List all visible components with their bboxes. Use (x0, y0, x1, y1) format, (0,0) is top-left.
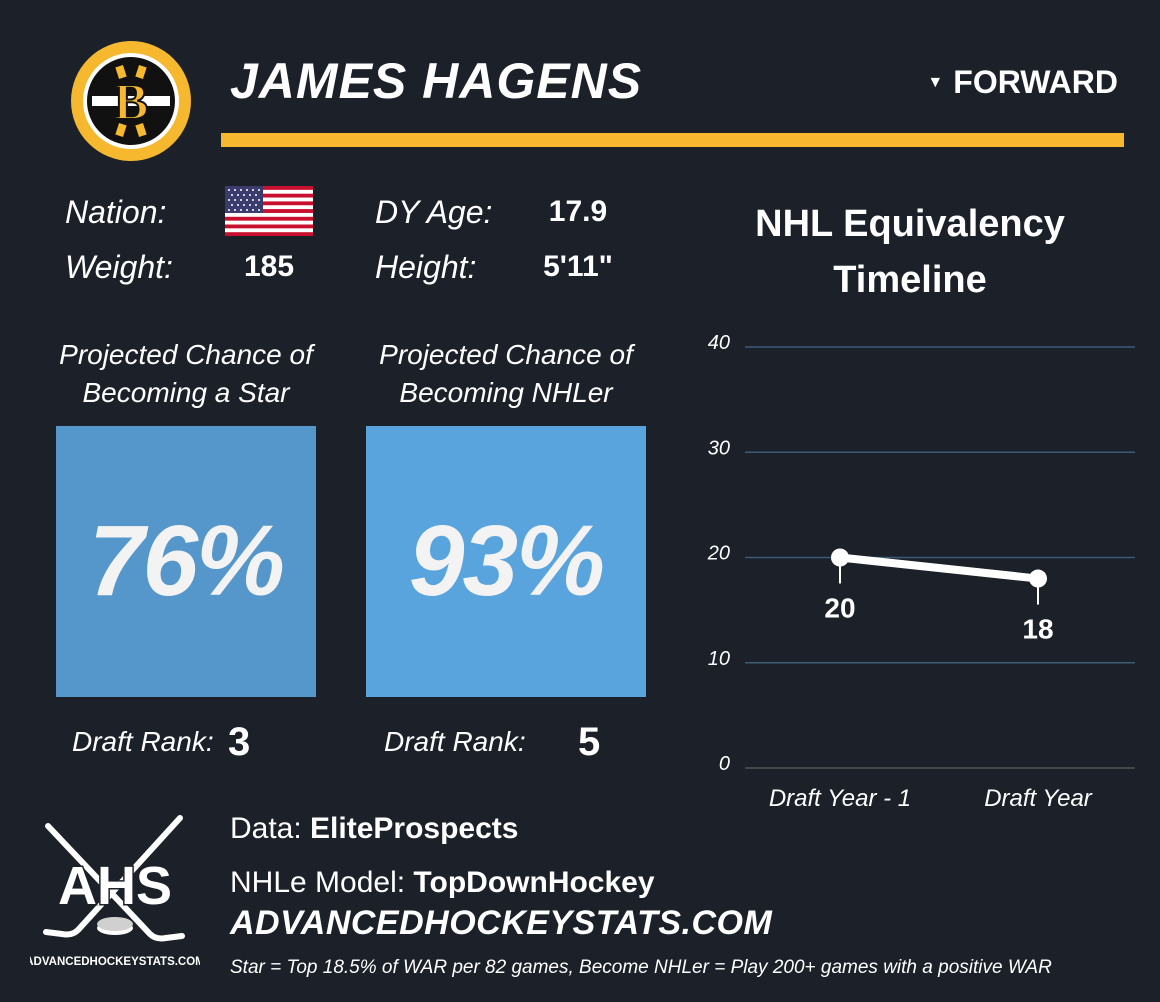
left-hockey-stick-icon (45, 823, 185, 942)
position-dropdown[interactable]: ▼ FORWARD (927, 64, 1118, 101)
chart-title-line2: Timeline (833, 259, 987, 301)
star-draft-rank-label: Draft Rank: (72, 726, 214, 757)
data-credit: Data: EliteProspects (230, 812, 518, 846)
chart-title: NHL Equivalency Timeline (700, 196, 1120, 308)
star-card-title-line1: Projected Chance of (59, 339, 313, 370)
right-hockey-stick-icon (43, 815, 183, 938)
weight-value: 185 (243, 250, 295, 283)
ahs-logo-text: AHS (58, 856, 172, 916)
nhler-card-title-line2: Becoming NHLer (399, 377, 613, 408)
y-tick-label: 30 (708, 437, 730, 459)
nhler-probability-card: 93% (366, 426, 646, 697)
definitions-footnote: Star = Top 18.5% of WAR per 82 games, Be… (230, 957, 1052, 978)
nhler-card-title: Projected Chance of Becoming NHLer (360, 336, 652, 412)
y-tick-label: 20 (707, 543, 730, 565)
player-name: JAMES HAGENS (230, 53, 643, 109)
ahs-logo: AHS ADVANCEDHOCKEYSTATS.COM (30, 815, 200, 968)
nhler-draft-rank-label: Draft Rank: (384, 726, 526, 757)
nation-label: Nation: (65, 194, 167, 230)
header-divider (221, 133, 1124, 147)
y-tick-label: 0 (719, 753, 730, 775)
star-card-title: Projected Chance of Becoming a Star (40, 336, 332, 412)
dy-age-value: 17.9 (548, 195, 608, 228)
ahs-logo-subtext: ADVANCEDHOCKEYSTATS.COM (30, 956, 200, 968)
nhler-card-title-line1: Projected Chance of (379, 339, 633, 370)
x-tick-label: Draft Year (984, 785, 1093, 812)
model-credit-prefix: NHLe Model: (230, 866, 414, 899)
y-tick-label: 10 (708, 648, 730, 670)
dy-age-label: DY Age: (375, 194, 493, 230)
data-point (1029, 569, 1047, 588)
height-value: 5'11" (543, 250, 613, 283)
bruins-logo: B (71, 41, 191, 161)
nhler-draft-rank-value: 5 (578, 720, 601, 764)
y-tick-label: 40 (708, 332, 730, 354)
series-line (836, 553, 1042, 583)
us-flag-icon (225, 186, 313, 236)
star-probability-card: 76% (56, 426, 316, 697)
x-tick-label: Draft Year - 1 (769, 785, 911, 812)
star-card-title-line2: Becoming a Star (82, 377, 290, 408)
model-credit-source: TopDownHockey (413, 866, 655, 899)
data-point (831, 548, 849, 567)
logo-letter: B (114, 74, 149, 131)
position-label: FORWARD (953, 64, 1118, 100)
chart-title-line1: NHL Equivalency (755, 203, 1065, 245)
nhle-line-chart: 0 10 20 30 40 20 18 Draft Year - 1 Draft Year (707, 332, 1135, 812)
model-credit: NHLe Model: TopDownHockey (230, 866, 655, 900)
site-url-link[interactable]: ADVANCEDHOCKEYSTATS.COM (230, 904, 773, 942)
data-label: 20 (824, 593, 855, 624)
star-probability-value: 76% (88, 505, 285, 617)
caret-down-icon: ▼ (927, 73, 944, 91)
nhler-probability-value: 93% (408, 505, 605, 617)
data-credit-prefix: Data: (230, 812, 311, 845)
data-credit-source: EliteProspects (310, 812, 519, 845)
weight-label: Weight: (65, 249, 173, 285)
data-label: 18 (1022, 614, 1053, 645)
star-draft-rank-value: 3 (228, 720, 251, 764)
height-label: Height: (375, 249, 477, 285)
